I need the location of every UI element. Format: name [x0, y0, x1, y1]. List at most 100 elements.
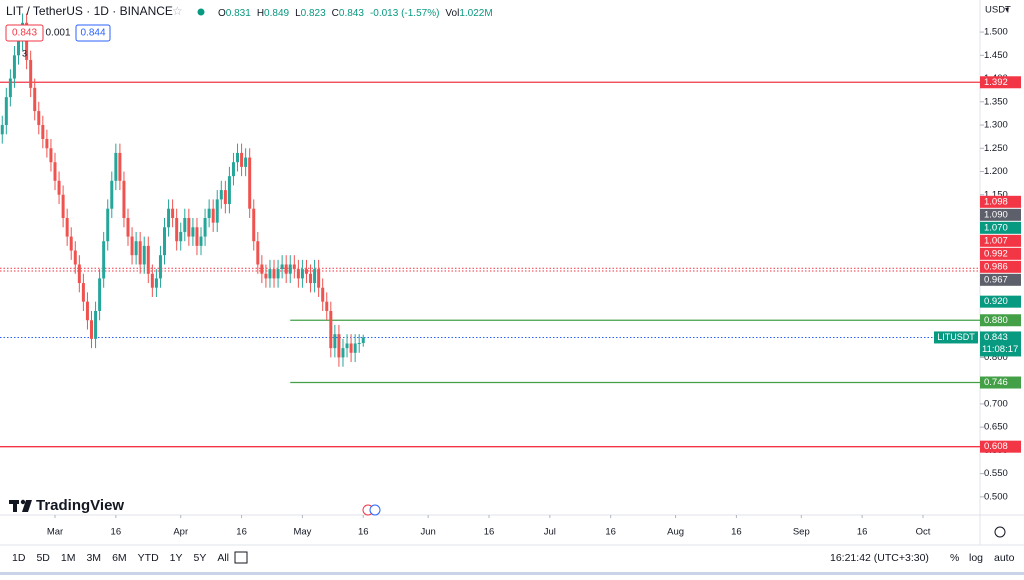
candle-body	[272, 269, 276, 279]
y-tick-label: 0.650	[984, 422, 1008, 433]
price-label-box	[980, 208, 1021, 221]
candle-body	[183, 217, 187, 232]
candle-body	[41, 125, 45, 139]
date-range-icon[interactable]	[234, 551, 248, 564]
events[interactable]	[362, 504, 381, 516]
clock[interactable]: 16:21:42 (UTC+3:30)	[830, 552, 929, 564]
candle-body	[280, 264, 284, 270]
price-label: 0.880	[984, 315, 1008, 326]
x-tick-label: 16	[236, 527, 247, 538]
range-button[interactable]: 5Y	[194, 552, 207, 564]
ohlc-label: C	[332, 8, 339, 19]
x-tick-label: 16	[358, 527, 369, 538]
candle-body	[102, 241, 106, 279]
buy-price: 0.844	[80, 28, 105, 39]
currency-caret[interactable]: ▾	[1005, 5, 1009, 14]
candle-body	[236, 152, 240, 163]
currency[interactable]: USDT	[985, 5, 1011, 16]
y-tick-label: 1.200	[984, 166, 1008, 177]
candle-body	[154, 278, 158, 288]
candle-body	[33, 87, 37, 112]
candle-body	[284, 264, 288, 274]
candle-body	[81, 283, 85, 302]
range-button[interactable]: All	[217, 552, 229, 564]
range-button[interactable]: 6M	[112, 552, 127, 564]
candle-body	[268, 269, 272, 279]
x-tick-label: 16	[605, 527, 616, 538]
candle-body	[317, 269, 321, 288]
range-button[interactable]: YTD	[138, 552, 159, 564]
candle-body	[341, 348, 345, 358]
candle-body	[8, 78, 12, 98]
candle-body	[296, 269, 300, 279]
scale-option[interactable]: %	[950, 552, 959, 564]
price-label-box	[980, 76, 1021, 89]
candle-body	[110, 180, 114, 209]
ohlc-value: 0.843	[339, 8, 364, 19]
scale-option[interactable]: auto	[994, 552, 1015, 564]
candle-body	[345, 343, 349, 349]
candle-body	[313, 269, 317, 284]
candle-body	[130, 236, 134, 256]
range-button[interactable]: 1D	[12, 552, 26, 564]
symbol-title[interactable]: LIT / TetherUS · 1D · BINANCE	[6, 4, 173, 18]
y-tick-label: 0.550	[984, 468, 1008, 479]
price-label: 0.843	[984, 332, 1008, 343]
price-label: 0.746	[984, 377, 1008, 388]
overlay: LIT / TetherUS · 1D · BINANCE ☆ O0.831 H0…	[5, 4, 1021, 564]
logo[interactable]: TradingView	[9, 497, 124, 514]
candle-body	[90, 320, 94, 339]
symbol-label-box	[934, 331, 978, 344]
price-label-box	[980, 376, 1021, 389]
x-tick-label: Aug	[667, 527, 684, 538]
candle-body	[53, 162, 57, 181]
candle-body	[4, 97, 8, 126]
candle-body	[199, 236, 203, 246]
price-label: 1.098	[984, 196, 1008, 207]
candle-body	[288, 264, 292, 274]
range-button[interactable]: 3M	[86, 552, 101, 564]
sell-box[interactable]	[5, 24, 44, 42]
settings-icon[interactable]	[994, 526, 1006, 538]
y-tick-label: 0.800	[984, 352, 1008, 363]
market-status	[197, 8, 205, 16]
candle-body	[175, 217, 179, 242]
range-button[interactable]: 1Y	[170, 552, 183, 564]
candle-body	[244, 157, 248, 167]
candle-body	[349, 343, 353, 353]
candle-body	[158, 255, 162, 279]
buy-box[interactable]	[75, 24, 111, 42]
y-tick-label: 1.250	[984, 143, 1008, 154]
candle-body	[191, 227, 195, 237]
price-label-box	[980, 234, 1021, 247]
candle-body	[179, 231, 183, 242]
volume: 1.022M	[459, 8, 492, 19]
candle-body	[45, 138, 49, 149]
candle-body	[240, 152, 244, 167]
candle-body	[106, 208, 110, 242]
price-label: 0.986	[984, 261, 1008, 272]
range-button[interactable]: 1M	[61, 552, 76, 564]
symbol-label: LITUSDT	[937, 332, 975, 342]
price-label-box	[980, 221, 1021, 234]
price-label: 1.392	[984, 77, 1008, 88]
x-tick-label: Jul	[544, 527, 556, 538]
candle-body	[57, 180, 61, 195]
countdown: 11:08:17	[982, 344, 1018, 355]
x-tick-label: 16	[484, 527, 495, 538]
scale-option[interactable]: log	[969, 552, 983, 564]
candle-body	[203, 217, 207, 237]
candle-body	[357, 343, 361, 345]
range-button[interactable]: 5D	[36, 552, 50, 564]
candle-body	[114, 152, 118, 181]
candle-body	[146, 245, 150, 274]
candle-body	[49, 148, 53, 163]
candle-body	[73, 250, 77, 265]
y-tick-label: 1.300	[984, 120, 1008, 131]
candle-body	[85, 301, 89, 321]
candle-body	[16, 41, 20, 56]
indicator-count[interactable]: 3	[22, 48, 27, 58]
price-label-box	[980, 195, 1021, 208]
x-tick-label: 16	[731, 527, 742, 538]
favorite-star[interactable]: ☆	[172, 4, 183, 18]
